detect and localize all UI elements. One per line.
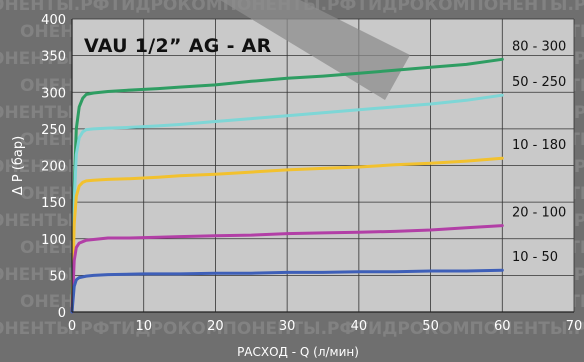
y-tick-label: 200 xyxy=(41,160,66,175)
y-axis-label: Δ P (бар) xyxy=(11,136,26,195)
axes xyxy=(71,19,574,313)
series-line-3 xyxy=(70,224,504,314)
series-line-1 xyxy=(70,93,504,314)
series-label-1: 50 - 250 xyxy=(512,75,566,90)
series-label-3: 20 - 100 xyxy=(512,206,566,221)
y-tick-label: 50 xyxy=(49,269,66,284)
series-line-0 xyxy=(70,57,504,314)
series-label-4: 10 - 50 xyxy=(512,250,558,265)
x-tick-label: 70 xyxy=(566,319,583,334)
watermark-row: ОНЕНТЫ.РФТИДРОКОМПОНЕНТЫ.РФТИДРОКОМПОНЕН… xyxy=(0,319,584,339)
y-tick-label: 400 xyxy=(41,13,66,28)
x-tick-label: 20 xyxy=(207,319,224,334)
series-line-2 xyxy=(70,156,504,314)
y-tick-label: 150 xyxy=(41,196,66,211)
y-tick-label: 0 xyxy=(58,306,66,321)
series-label-0: 80 - 300 xyxy=(512,39,566,54)
x-tick-label: 40 xyxy=(351,319,368,334)
x-tick-label: 10 xyxy=(135,319,152,334)
series-label-2: 10 - 180 xyxy=(512,138,566,153)
y-tick-label: 100 xyxy=(41,233,66,248)
x-tick-label: 30 xyxy=(279,319,296,334)
tick-labels: 0 10 20 30 40 50 60 70 0 50 100 150 200 250 300 350 400 xyxy=(41,13,582,334)
x-tick-label: 50 xyxy=(422,319,439,334)
y-tick-label: 350 xyxy=(41,50,66,65)
series-layer: 80 - 300 50 - 250 10 - 180 20 - 100 10 - 50 xyxy=(70,39,566,314)
x-tick-label: 0 xyxy=(68,319,76,334)
shaded-band xyxy=(220,0,410,100)
chart-title: VAU 1/2” AG - AR xyxy=(84,35,272,57)
y-tick-label: 250 xyxy=(41,123,66,138)
y-tick-label: 300 xyxy=(41,86,66,101)
series-line-4 xyxy=(70,268,504,314)
x-axis-label: РАСХОД - Q (л/мин) xyxy=(237,345,359,359)
x-tick-label: 60 xyxy=(494,319,511,334)
